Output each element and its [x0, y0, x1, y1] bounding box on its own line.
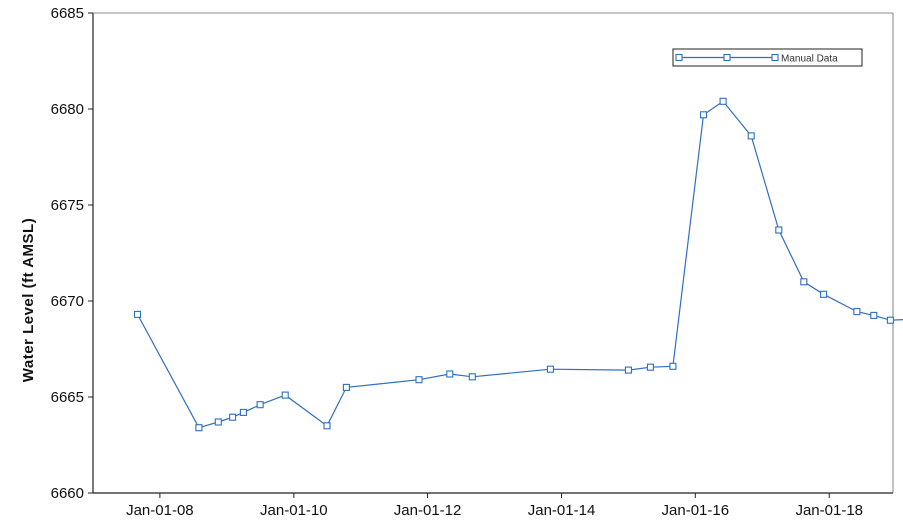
x-tick-label: Jan-01-10 [260, 502, 328, 519]
data-point-marker [776, 227, 782, 233]
data-point-marker [230, 414, 236, 420]
y-tick-label: 6665 [51, 389, 84, 406]
data-point-marker [647, 364, 653, 370]
y-tick-label: 6685 [51, 5, 84, 22]
data-point-marker [887, 317, 893, 323]
legend-marker [724, 55, 730, 61]
data-point-marker [854, 309, 860, 315]
data-point-marker [701, 112, 707, 118]
legend-label: Manual Data [781, 54, 838, 65]
data-point-marker [625, 367, 631, 373]
y-tick-label: 6660 [51, 485, 84, 502]
data-point-marker [720, 98, 726, 104]
data-point-marker [135, 311, 141, 317]
data-point-marker [801, 279, 807, 285]
x-tick-label: Jan-01-14 [528, 502, 596, 519]
y-tick-label: 6675 [51, 197, 84, 214]
data-point-marker [447, 371, 453, 377]
x-tick-label: Jan-01-12 [394, 502, 462, 519]
legend-marker [772, 55, 778, 61]
data-point-marker [547, 366, 553, 372]
data-point-marker [748, 133, 754, 139]
data-point-marker [215, 419, 221, 425]
data-point-marker [343, 384, 349, 390]
data-point-marker [282, 392, 288, 398]
data-point-marker [871, 312, 877, 318]
x-tick-label: Jan-01-16 [662, 502, 730, 519]
data-point-marker [324, 423, 330, 429]
data-point-marker [469, 374, 475, 380]
x-tick-label: Jan-01-08 [126, 502, 194, 519]
y-tick-label: 6680 [51, 101, 84, 118]
legend-marker [676, 55, 682, 61]
data-point-marker [416, 377, 422, 383]
data-point-marker [240, 409, 246, 415]
data-point-marker [257, 402, 263, 408]
data-point-marker [196, 425, 202, 431]
x-tick-label: Jan-01-18 [795, 502, 863, 519]
y-tick-label: 6670 [51, 293, 84, 310]
y-axis-title: Water Level (ft AMSL) [20, 218, 37, 382]
data-point-marker [670, 363, 676, 369]
data-point-marker [821, 291, 827, 297]
series-line [138, 101, 903, 427]
